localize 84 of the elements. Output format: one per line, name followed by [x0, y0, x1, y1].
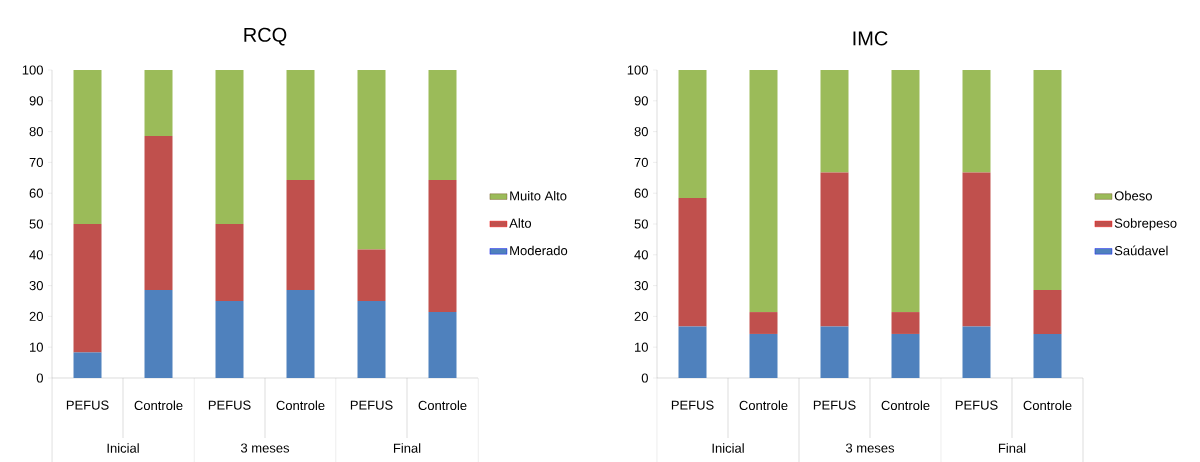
bar	[678, 326, 707, 378]
y-tick-label: 70	[634, 157, 648, 167]
y-tick-label: 10	[635, 342, 648, 352]
bar	[749, 333, 778, 378]
y-tick-label: 60	[634, 188, 648, 198]
y-tick-label: 20	[29, 311, 43, 321]
bar	[678, 198, 707, 327]
x-tick-label: Controle	[881, 400, 930, 411]
bar	[962, 69, 991, 173]
bar	[678, 69, 707, 199]
bar	[820, 172, 849, 327]
y-tick-label: 20	[634, 311, 648, 321]
bar	[144, 289, 173, 378]
bar	[1033, 333, 1062, 378]
y-tick-label: 30	[29, 280, 43, 291]
bar	[286, 179, 315, 290]
y-tick-label: 10	[30, 342, 43, 352]
y-tick-label: 0	[641, 373, 648, 383]
bar	[962, 172, 991, 327]
x-tick-label: Controle	[739, 400, 788, 411]
x-tick-label: Controle	[276, 400, 325, 411]
bar	[1033, 289, 1062, 334]
y-tick-label: 50	[29, 219, 43, 229]
bar	[1033, 69, 1062, 290]
y-tick-label: 90	[634, 96, 648, 106]
bar	[73, 352, 102, 378]
bar	[891, 69, 920, 313]
y-tick-label: 40	[634, 250, 648, 260]
text: Inicial	[712, 443, 744, 453]
bar	[428, 312, 457, 378]
x-tick-label: PEFUS	[955, 400, 998, 410]
text: Inicial	[107, 443, 139, 453]
x-tick-label: PEFUS	[350, 400, 393, 410]
chart-title: IMC	[853, 31, 888, 46]
text: 3 meses	[845, 443, 895, 453]
y-tick-label: 100	[627, 65, 648, 75]
y-tick-label: 40	[29, 250, 43, 260]
text: 3 meses	[240, 443, 290, 453]
x-tick-label: PEFUS	[671, 400, 714, 410]
y-tick-label: 90	[29, 96, 43, 106]
chart-title: RCQ	[244, 27, 287, 46]
bar	[962, 326, 991, 378]
bar	[144, 135, 173, 290]
y-tick-label: 70	[29, 157, 43, 167]
legend-label: Obeso	[1114, 190, 1152, 201]
x-tick-label: Controle	[1023, 400, 1072, 411]
bar	[73, 69, 102, 224]
bar	[820, 69, 849, 173]
legend-label: Saúdavel	[1114, 245, 1168, 256]
bar	[749, 312, 778, 334]
bar	[357, 69, 386, 250]
bar	[357, 249, 386, 301]
bar	[357, 300, 386, 378]
bar	[73, 223, 102, 353]
legend-label: Muito Alto	[510, 190, 567, 201]
bar	[891, 333, 920, 378]
bar	[286, 289, 315, 378]
text: Final	[393, 443, 421, 453]
y-tick-label: 30	[634, 280, 648, 291]
x-tick-label: Controle	[418, 400, 467, 411]
bar	[820, 326, 849, 378]
x-tick-label: PEFUS	[813, 400, 856, 410]
x-tick-label: PEFUS	[66, 400, 109, 410]
legend-label: Moderado	[510, 245, 568, 256]
legend-label: Alto	[509, 218, 532, 228]
y-tick-label: 60	[29, 188, 43, 198]
bar	[428, 69, 457, 180]
bar	[891, 312, 920, 334]
y-tick-label: 0	[36, 373, 43, 383]
bar	[144, 69, 173, 136]
bar	[215, 300, 244, 378]
y-tick-label: 100	[22, 65, 43, 75]
bar	[749, 69, 778, 313]
text: Final	[998, 443, 1026, 453]
x-tick-label: Controle	[134, 400, 183, 411]
x-tick-label: PEFUS	[208, 400, 251, 410]
y-tick-label: 80	[29, 126, 43, 137]
bar	[215, 69, 244, 224]
y-tick-label: 80	[634, 126, 648, 137]
bar	[428, 179, 457, 313]
bar	[286, 69, 315, 180]
legend-label: Sobrepeso	[1114, 218, 1177, 231]
bar	[215, 223, 244, 301]
y-tick-label: 50	[634, 219, 648, 229]
